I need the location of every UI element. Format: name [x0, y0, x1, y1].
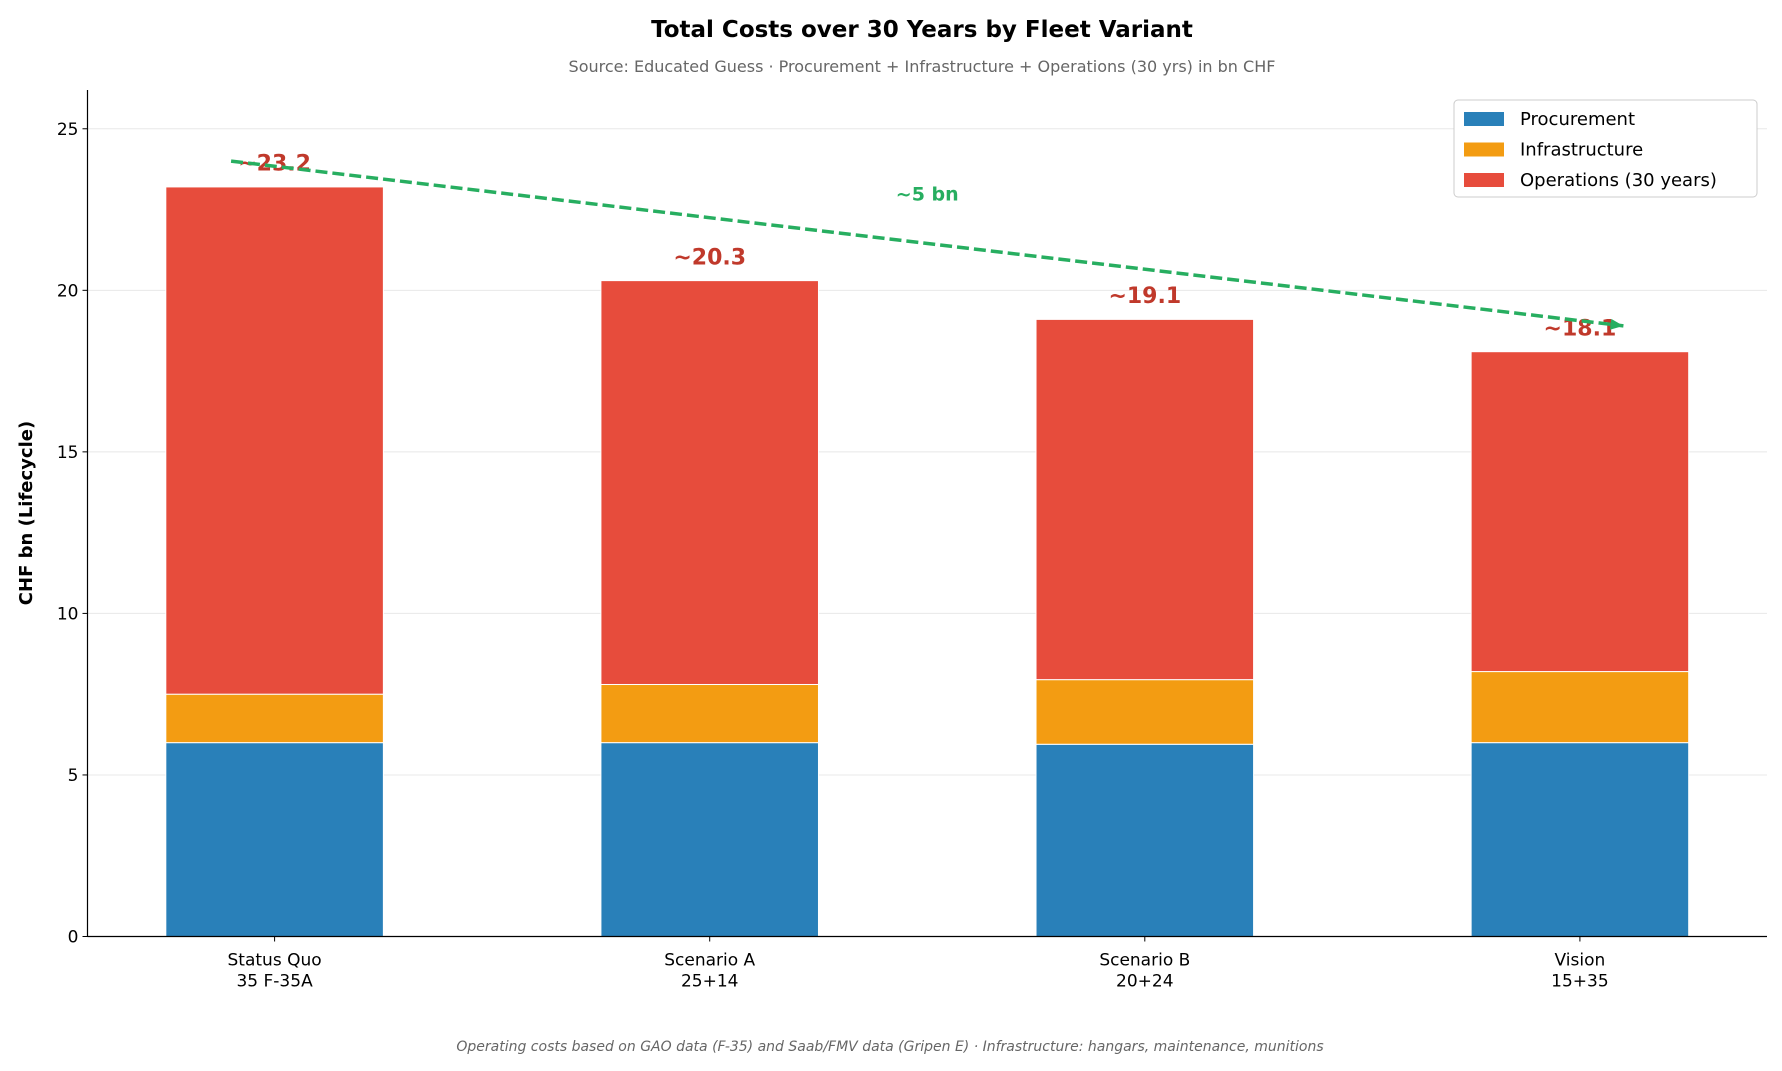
y-axis-label: CHF bn (Lifecycle) [16, 421, 37, 605]
x-tick-label-sub: 25+14 [681, 972, 739, 992]
bar-infrastructure-1 [600, 683, 819, 744]
bar-infrastructure-0 [165, 693, 384, 744]
bar-procurement-2 [1035, 743, 1255, 937]
total-label: ~18.1 [1544, 316, 1617, 341]
bar-operations-2 [1035, 318, 1255, 681]
trend-arrow-head-icon [1609, 318, 1624, 330]
bar-operations-1 [600, 280, 819, 685]
y-tick-label: 5 [68, 766, 79, 786]
legend-label: Operations (30 years) [1520, 170, 1717, 191]
x-tick-label-sub: 35 F-35A [236, 972, 313, 992]
legend-box [1453, 99, 1758, 198]
bar-infrastructure-3 [1470, 671, 1690, 744]
x-tick-label: Status Quo [228, 951, 322, 971]
y-tick-label: 25 [57, 120, 79, 140]
total-label: ~20.3 [673, 245, 746, 270]
chart-subtitle: Source: Educated Guess · Procurement + I… [569, 57, 1276, 76]
x-tick-label: Vision [1555, 951, 1606, 971]
x-tick-label: Scenario A [664, 951, 755, 971]
bar-procurement-1 [600, 742, 819, 937]
bar-procurement-3 [1470, 742, 1690, 937]
x-tick-label: Scenario B [1099, 951, 1190, 971]
legend-swatch-1 [1464, 142, 1504, 157]
bar-operations-3 [1470, 351, 1690, 673]
x-tick-label-sub: 20+24 [1116, 972, 1174, 992]
legend-label: Infrastructure [1520, 140, 1643, 161]
legend: Procurement Infrastructure Operations (30 … [1453, 99, 1758, 198]
legend-swatch-2 [1464, 173, 1504, 187]
y-tick-label: 20 [57, 281, 79, 301]
footnote: Operating costs based on GAO data (F-35)… [456, 1039, 1323, 1055]
total-label: ~19.1 [1108, 284, 1181, 309]
legend-label: Procurement [1520, 109, 1635, 130]
chart-title: Total Costs over 30 Years by Fleet Varia… [651, 17, 1193, 43]
bar-infrastructure-2 [1035, 679, 1255, 745]
trend-label: ~5 bn [896, 183, 959, 205]
trend-arrow-line [230, 159, 1624, 328]
y-tick-label: 15 [57, 443, 79, 463]
legend-swatch-0 [1464, 112, 1504, 126]
bar-operations-0 [165, 186, 384, 695]
x-tick-label-sub: 15+35 [1551, 972, 1609, 992]
bar-procurement-0 [165, 742, 384, 937]
y-tick-label: 0 [68, 928, 79, 948]
y-tick-label: 10 [57, 604, 79, 624]
